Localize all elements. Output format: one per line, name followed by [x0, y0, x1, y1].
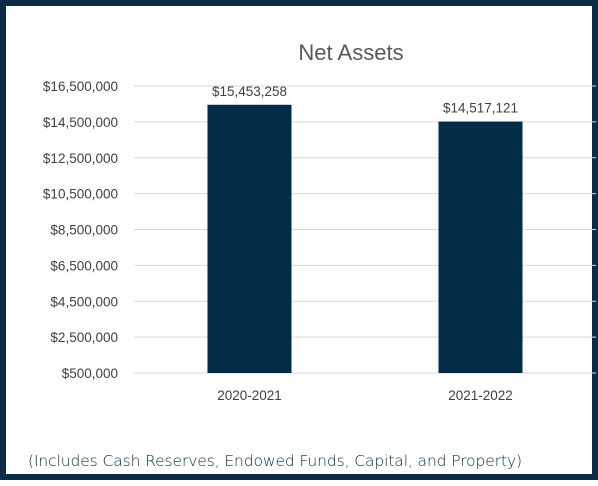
y-tick-label: $16,500,000: [43, 79, 118, 94]
footnote: (Includes Cash Reserves, Endowed Funds, …: [28, 452, 522, 470]
bars: [207, 104, 523, 373]
bar-2020-2021: [207, 104, 292, 373]
y-tick-label: $4,500,000: [50, 294, 118, 309]
data-labels: $15,453,258 $14,517,121: [212, 84, 518, 116]
net-assets-chart: Net Assets $500,000$2,500,000$4,500,000$…: [43, 40, 596, 403]
x-axis-tick-labels: 2020-2021 2021-2022: [217, 388, 513, 403]
y-tick-label: $8,500,000: [50, 223, 118, 238]
y-tick-label: $2,500,000: [50, 330, 118, 345]
y-tick-label: $500,000: [62, 366, 118, 381]
data-label: $15,453,258: [212, 84, 287, 99]
x-tick-label: 2021-2022: [448, 388, 513, 403]
x-tick-label: 2020-2021: [217, 388, 282, 403]
y-tick-label: $12,500,000: [43, 151, 118, 166]
data-label: $14,517,121: [443, 101, 518, 116]
chart-title: Net Assets: [298, 40, 403, 65]
gridlines: [134, 85, 596, 374]
bar-2021-2022: [438, 121, 523, 373]
y-tick-label: $10,500,000: [43, 187, 118, 202]
y-axis-tick-labels: $500,000 $2,500,000 $4,500,000 $6,500,000 $8…: [43, 79, 118, 381]
y-tick-label: $6,500,000: [50, 258, 118, 273]
y-tick-label: $14,500,000: [43, 115, 118, 130]
